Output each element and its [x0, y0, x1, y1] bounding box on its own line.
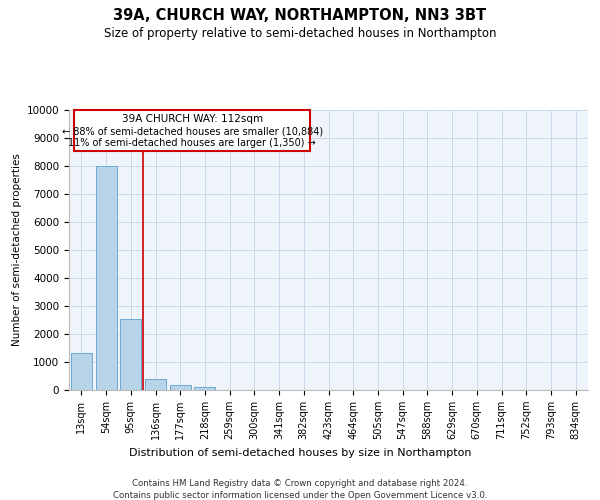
Text: 39A CHURCH WAY: 112sqm: 39A CHURCH WAY: 112sqm [122, 114, 263, 124]
Bar [170, 385, 191, 390]
Bar [120, 320, 141, 390]
Text: 11% of semi-detached houses are larger (1,350) →: 11% of semi-detached houses are larger (… [68, 138, 316, 148]
Bar [95, 166, 116, 390]
Bar [145, 379, 166, 390]
Text: ← 88% of semi-detached houses are smaller (10,884): ← 88% of semi-detached houses are smalle… [62, 126, 323, 136]
Text: Distribution of semi-detached houses by size in Northampton: Distribution of semi-detached houses by … [129, 448, 471, 458]
Text: Size of property relative to semi-detached houses in Northampton: Size of property relative to semi-detach… [104, 28, 496, 40]
Bar [194, 386, 215, 390]
Bar [71, 353, 92, 390]
FancyBboxPatch shape [74, 110, 310, 150]
Y-axis label: Number of semi-detached properties: Number of semi-detached properties [13, 154, 22, 346]
Text: Contains HM Land Registry data © Crown copyright and database right 2024.
Contai: Contains HM Land Registry data © Crown c… [113, 479, 487, 500]
Text: 39A, CHURCH WAY, NORTHAMPTON, NN3 3BT: 39A, CHURCH WAY, NORTHAMPTON, NN3 3BT [113, 8, 487, 22]
